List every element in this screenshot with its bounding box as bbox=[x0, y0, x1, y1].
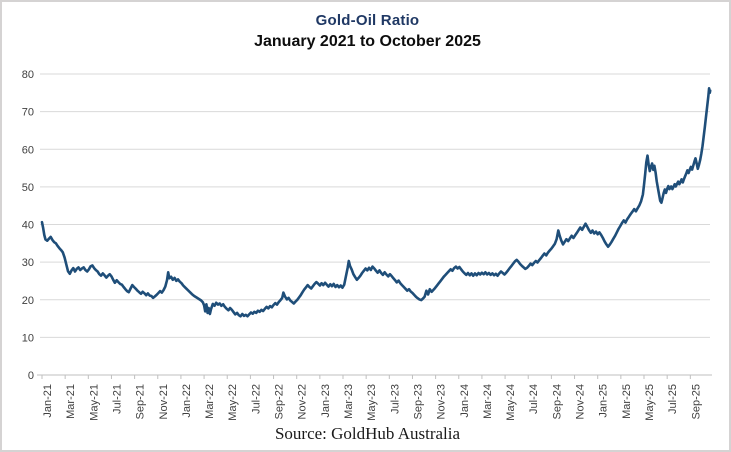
plot-area: 0 10 20 30 40 50 60 70 80 Jan-21 Mar-21 May-21 Jul-2… bbox=[22, 69, 712, 421]
x-tick-label-Sep-21: Sep-21 bbox=[135, 384, 147, 419]
x-tick-label-May-25: May-25 bbox=[644, 384, 656, 421]
y-tick-label-60: 60 bbox=[22, 144, 34, 156]
chart-title: Gold-Oil Ratio bbox=[315, 12, 420, 29]
y-tick-label-80: 80 bbox=[22, 69, 34, 81]
x-tick-label-Sep-23: Sep-23 bbox=[412, 384, 424, 419]
gridlines bbox=[40, 73, 710, 338]
y-tick-label-20: 20 bbox=[22, 295, 34, 307]
x-tick-label-Sep-24: Sep-24 bbox=[551, 384, 563, 419]
y-tick-label-40: 40 bbox=[22, 220, 34, 232]
x-tick-label-May-22: May-22 bbox=[227, 384, 239, 421]
x-tick-label-Sep-22: Sep-22 bbox=[274, 384, 286, 419]
x-tick-label-Mar-22: Mar-22 bbox=[204, 384, 216, 419]
x-tick-label-Jul-24: Jul-24 bbox=[528, 384, 540, 414]
y-tick-label-50: 50 bbox=[22, 182, 34, 194]
x-tick-label-Jul-21: Jul-21 bbox=[111, 384, 123, 414]
x-tick-label-Nov-22: Nov-22 bbox=[297, 384, 309, 419]
x-tick-label-Mar-24: Mar-24 bbox=[482, 384, 494, 419]
x-axis-labels: Jan-21 Mar-21 May-21 Jul-21 Sep-21 Nov-21 Jan-… bbox=[41, 375, 702, 421]
x-tick-label-Jul-23: Jul-23 bbox=[389, 384, 401, 414]
x-tick-label-Sep-25: Sep-25 bbox=[690, 384, 702, 419]
y-tick-label-70: 70 bbox=[22, 107, 34, 119]
chart-subtitle: January 2021 to October 2025 bbox=[254, 33, 481, 50]
x-tick-label-Jan-23: Jan-23 bbox=[320, 384, 332, 418]
x-tick-label-Jul-25: Jul-25 bbox=[667, 384, 679, 414]
y-axis-labels: 0 10 20 30 40 50 60 70 80 bbox=[22, 69, 34, 382]
chart-header: Gold-Oil Ratio January 2021 to October 2… bbox=[2, 11, 729, 53]
x-tick-label-Mar-23: Mar-23 bbox=[343, 384, 355, 419]
x-tick-label-Jan-21: Jan-21 bbox=[42, 384, 54, 418]
x-tick-label-Jan-24: Jan-24 bbox=[459, 384, 471, 418]
y-tick-label-0: 0 bbox=[28, 370, 34, 382]
x-tick-label-Nov-21: Nov-21 bbox=[158, 384, 170, 419]
y-tick-label-30: 30 bbox=[22, 257, 34, 269]
source-attribution: Source: GoldHub Australia bbox=[274, 424, 461, 443]
x-tick-label-Jan-25: Jan-25 bbox=[598, 384, 610, 418]
x-tick-label-Nov-23: Nov-23 bbox=[436, 384, 448, 419]
x-tick-label-Nov-24: Nov-24 bbox=[575, 384, 587, 419]
x-tick-label-May-23: May-23 bbox=[366, 384, 378, 421]
series-line-gold-oil-ratio bbox=[40, 86, 712, 318]
x-tick-label-Mar-21: Mar-21 bbox=[65, 384, 77, 419]
x-tick-label-Jan-22: Jan-22 bbox=[181, 384, 193, 418]
y-tick-label-10: 10 bbox=[22, 332, 34, 344]
x-tick-label-Jul-22: Jul-22 bbox=[250, 384, 262, 414]
x-tick-label-May-21: May-21 bbox=[88, 384, 100, 421]
x-tick-label-May-24: May-24 bbox=[505, 384, 517, 421]
x-tick-label-Mar-25: Mar-25 bbox=[621, 384, 633, 419]
